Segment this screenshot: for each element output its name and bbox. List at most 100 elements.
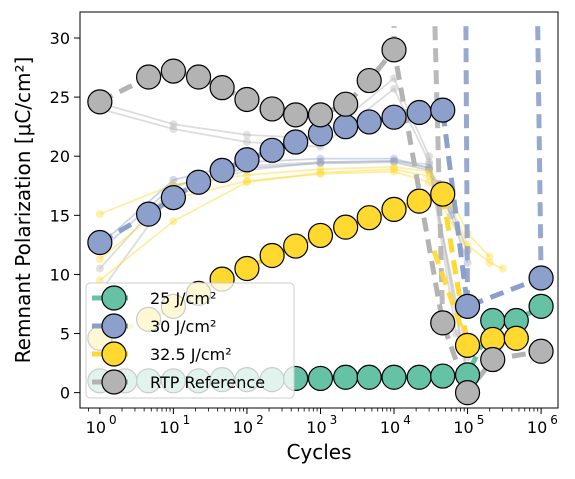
background-run-point (425, 172, 434, 181)
background-run-point (242, 177, 251, 186)
data-point (528, 293, 554, 319)
background-run-point (169, 120, 178, 129)
background-run-point (316, 168, 325, 177)
y-tick-label: 10 (50, 265, 70, 284)
legend-marker (101, 369, 127, 395)
background-run-point (485, 258, 494, 267)
background-run-point (95, 276, 104, 285)
background-run-point (425, 152, 434, 161)
x-tick-exponent: 6 (550, 413, 558, 427)
data-point (283, 233, 309, 259)
y-tick-label: 25 (50, 88, 70, 107)
background-run-point (498, 264, 507, 273)
data-point (185, 169, 212, 195)
x-tick-label: 10 (306, 418, 326, 437)
data-point (454, 293, 481, 319)
background-run-point (425, 164, 434, 173)
x-tick-exponent: 4 (403, 413, 411, 427)
x-tick-exponent: 2 (256, 413, 264, 427)
data-point (234, 86, 260, 113)
background-run-line (99, 168, 503, 282)
background-run-point (390, 156, 399, 165)
data-point (333, 214, 359, 240)
background-run-point (425, 160, 434, 169)
data-point (356, 364, 382, 390)
data-point (381, 104, 407, 130)
series-dash-line (431, 249, 470, 347)
background-run-point (242, 171, 251, 180)
background-run-point (169, 217, 178, 226)
data-point (307, 222, 334, 249)
background-run-point (390, 162, 399, 171)
series-dash-line (535, 26, 544, 279)
data-point (430, 310, 456, 336)
x-tick-exponent: 0 (109, 413, 117, 427)
data-point (160, 184, 186, 211)
background-run-point (316, 169, 325, 178)
data-point (430, 97, 456, 123)
background-run-point (242, 138, 251, 147)
data-point (430, 363, 456, 389)
data-point (381, 196, 407, 223)
x-tick-exponent: 5 (477, 413, 485, 427)
background-run-point (452, 329, 461, 338)
data-point (234, 255, 260, 282)
data-point (333, 364, 359, 390)
legend-marker (101, 285, 127, 311)
legend: 25 J/cm² 30 J/cm² 32.5 J/cm² RTP Reference (85, 282, 295, 399)
data-point (283, 129, 309, 155)
background-run-point (390, 74, 399, 83)
data-point (480, 346, 506, 373)
background-run-line (99, 161, 469, 263)
legend-marker (101, 313, 127, 339)
data-point (406, 99, 432, 126)
series-dash-line (463, 26, 471, 307)
data-point (406, 364, 432, 390)
data-point (135, 201, 162, 227)
data-point (454, 380, 481, 406)
background-run-point (316, 165, 325, 174)
x-tick-label: 10 (159, 418, 179, 437)
y-tick-label: 5 (60, 325, 70, 344)
plot-frame (79, 11, 559, 409)
x-tick-label: 10 (233, 418, 253, 437)
x-tick-label: 10 (527, 418, 547, 437)
background-run-point (425, 166, 434, 175)
background-run-point (390, 84, 399, 93)
legend-label: 25 J/cm² (150, 289, 216, 308)
background-run-point (95, 264, 104, 273)
background-run-point (169, 125, 178, 134)
data-point (160, 58, 186, 84)
background-run-point (390, 165, 399, 174)
data-point (333, 91, 359, 117)
data-point (430, 181, 456, 207)
background-run-point (316, 158, 325, 167)
x-tick-label: 10 (380, 418, 400, 437)
background-run-point (390, 158, 399, 167)
x-axis-label: Cycles (286, 440, 351, 464)
data-point (283, 102, 309, 128)
y-tick-label: 0 (60, 384, 70, 403)
background-run-point (425, 178, 434, 187)
background-run-point (425, 164, 434, 173)
data-point (259, 137, 285, 163)
background-run-line (99, 87, 469, 381)
data-point (185, 64, 212, 90)
background-run-point (390, 154, 399, 163)
background-run-point (316, 158, 325, 167)
legend-label: 32.5 J/cm² (150, 345, 232, 364)
background-run-point (242, 178, 251, 187)
background-run-point (169, 175, 178, 184)
background-run-point (463, 258, 472, 267)
data-point (209, 157, 235, 183)
legend-marker (101, 341, 127, 367)
background-run-point (242, 130, 251, 139)
data-point (259, 242, 285, 269)
data-point (381, 364, 407, 390)
data-point (234, 147, 260, 173)
data-point (209, 75, 235, 101)
data-point (356, 109, 382, 135)
y-tick-label: 15 (50, 206, 70, 225)
